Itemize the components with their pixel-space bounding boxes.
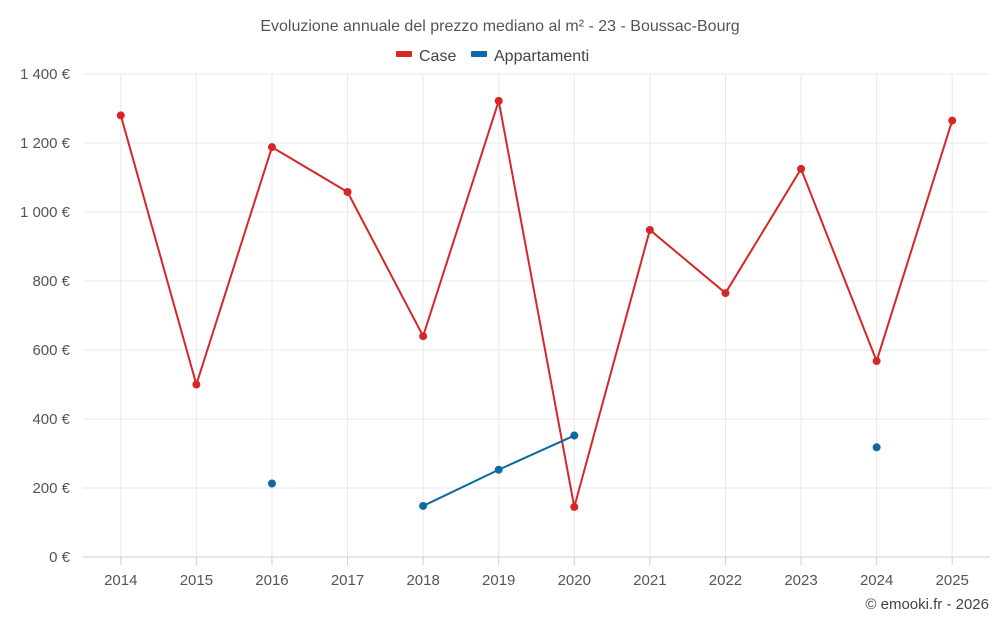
y-tick-label: 1 200 €	[20, 135, 71, 152]
y-tick-label: 1 400 €	[20, 66, 71, 83]
data-point-case[interactable]	[645, 225, 654, 234]
data-point-case[interactable]	[494, 96, 503, 105]
data-point-case[interactable]	[267, 143, 276, 152]
legend-label-appartamenti: Appartamenti	[494, 48, 589, 65]
y-tick-label: 0 €	[49, 549, 71, 566]
y-tick-label: 800 €	[32, 273, 70, 290]
data-point-case[interactable]	[343, 187, 352, 196]
data-point-case[interactable]	[948, 116, 957, 125]
data-point-appartamenti[interactable]	[419, 501, 428, 510]
data-point-case[interactable]	[797, 164, 806, 173]
legend-swatch-appartamenti	[471, 51, 487, 57]
x-tick-label: 2015	[180, 572, 213, 589]
legend: Case Appartamenti	[396, 48, 589, 65]
x-tick-label: 2021	[633, 572, 666, 589]
credit-text: © emooki.fr - 2026	[865, 596, 989, 613]
y-tick-label: 600 €	[32, 342, 70, 359]
x-tick-label: 2017	[331, 572, 364, 589]
data-point-appartamenti[interactable]	[494, 465, 503, 474]
legend-item-appartamenti[interactable]: Appartamenti	[471, 48, 589, 65]
series-appartamenti	[267, 431, 881, 510]
legend-swatch-case	[396, 51, 412, 57]
data-point-case[interactable]	[116, 111, 125, 120]
data-point-case[interactable]	[419, 332, 428, 341]
x-axis: 2014 2015 2016 2017 2018 2019 2020 2021 2022 2023…	[83, 556, 990, 589]
y-tick-label: 400 €	[32, 411, 70, 428]
data-point-appartamenti[interactable]	[267, 479, 276, 488]
y-axis: 0 € 200 € 400 € 600 € 800 € 1 000 € 1 200 € 1 4…	[20, 66, 71, 566]
x-tick-label: 2025	[936, 572, 969, 589]
y-tick-label: 200 €	[32, 480, 70, 497]
series-case	[116, 96, 957, 511]
data-point-case[interactable]	[872, 357, 881, 366]
grid	[83, 73, 990, 557]
legend-label-case: Case	[419, 48, 456, 65]
plot-area	[116, 96, 957, 511]
chart-title: Evoluzione annuale del prezzo mediano al…	[260, 18, 739, 35]
data-point-case[interactable]	[721, 289, 730, 298]
data-point-appartamenti[interactable]	[872, 443, 881, 452]
x-tick-label: 2024	[860, 572, 893, 589]
y-tick-label: 1 000 €	[20, 204, 71, 221]
x-tick-label: 2018	[406, 572, 439, 589]
x-tick-label: 2020	[558, 572, 591, 589]
legend-item-case[interactable]: Case	[396, 48, 456, 65]
x-tick-label: 2016	[255, 572, 288, 589]
data-point-appartamenti[interactable]	[570, 431, 579, 440]
data-point-case[interactable]	[570, 502, 579, 511]
x-tick-label: 2022	[709, 572, 742, 589]
x-tick-label: 2014	[104, 572, 137, 589]
data-point-case[interactable]	[192, 380, 201, 389]
series-line-case	[119, 99, 954, 508]
x-tick-label: 2019	[482, 572, 515, 589]
x-tick-label: 2023	[784, 572, 817, 589]
